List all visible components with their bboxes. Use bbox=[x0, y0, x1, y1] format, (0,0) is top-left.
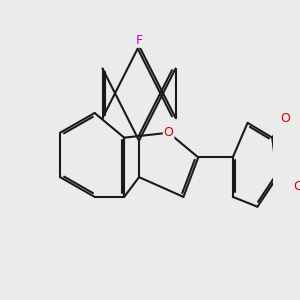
Text: O: O bbox=[164, 126, 174, 139]
Text: F: F bbox=[136, 34, 142, 47]
Text: O: O bbox=[280, 112, 290, 125]
Text: O: O bbox=[293, 180, 300, 193]
